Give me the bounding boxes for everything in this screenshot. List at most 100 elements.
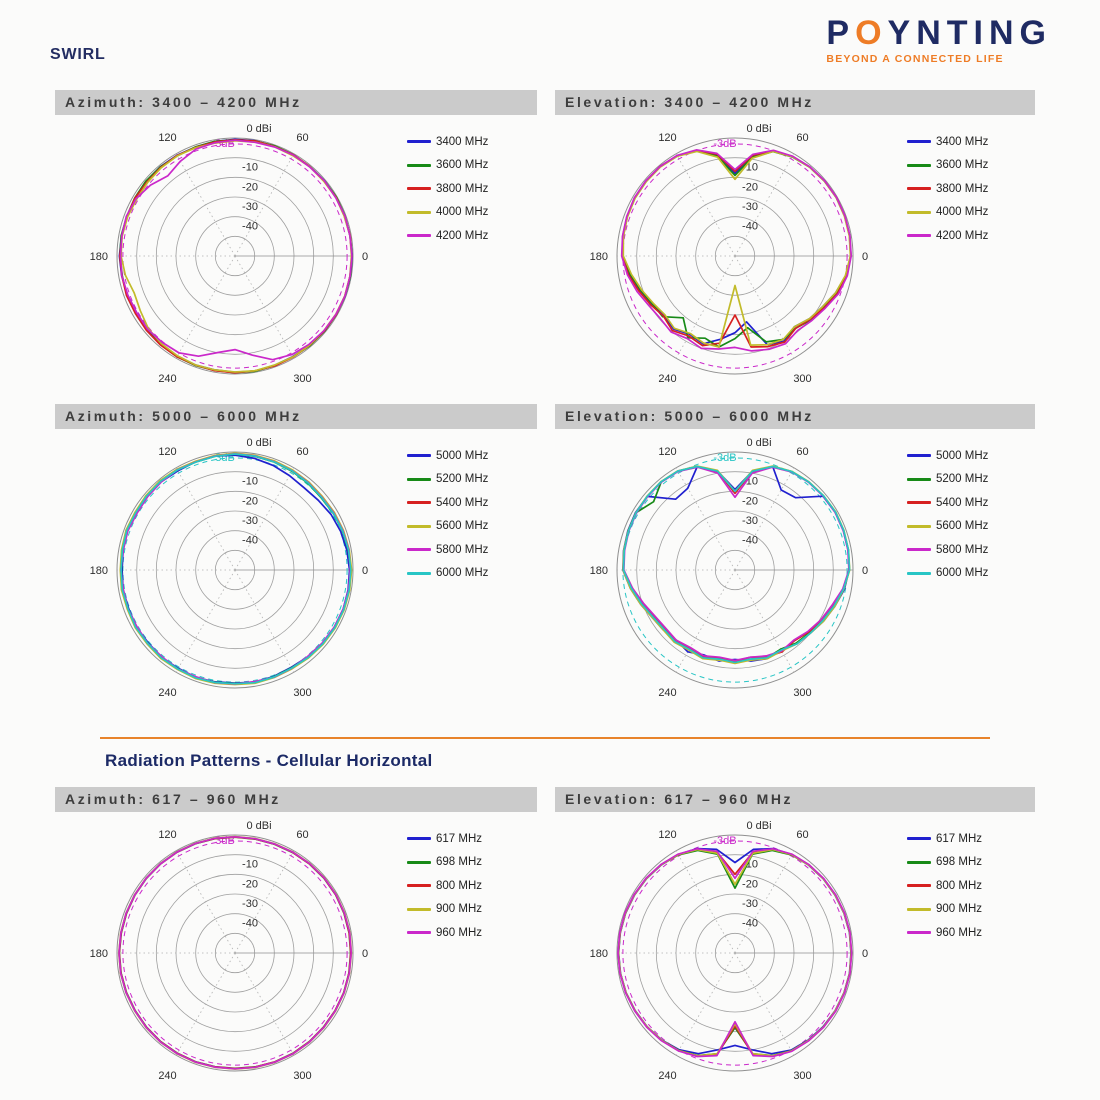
legend-label: 3800 MHz [936, 182, 989, 195]
radial-tick-label: -20 [742, 878, 758, 890]
polar-spoke [175, 952, 236, 1056]
angle-tick-label: 120 [158, 446, 176, 458]
angle-tick-label: 120 [158, 829, 176, 841]
legend-label: 960 MHz [936, 926, 983, 939]
angle-tick-label: 300 [293, 1070, 311, 1082]
legend-label: 4000 MHz [436, 206, 489, 219]
series-curve [120, 453, 352, 685]
radial-tick-label: -40 [742, 918, 758, 930]
radial-axis-label: 0 dBi [246, 820, 271, 832]
angle-tick-label: 0 [362, 251, 368, 263]
legend-item: 5400 MHz [407, 491, 488, 515]
polar-spoke [675, 569, 736, 673]
chart-block-elevation-5000-6000: Elevation: 5000 – 6000 MHz 0 60 120 180 240 3… [555, 404, 1035, 711]
chart-area: 0 60 120 180 240 300 0 dBi -10 -20 -30 -40 3dB 3400… [55, 115, 537, 397]
chart-block-azimuth-5000-6000: Azimuth: 5000 – 6000 MHz 0 60 120 180 240 300… [55, 404, 537, 711]
legend-item: 3800 MHz [907, 177, 988, 201]
polar-spoke [234, 569, 295, 673]
polar-spoke [234, 153, 295, 257]
angle-tick-label: 300 [793, 687, 811, 699]
angle-tick-label: 120 [158, 132, 176, 144]
section-heading: Radiation Patterns - Cellular Horizontal [105, 751, 433, 770]
legend-label: 800 MHz [436, 879, 483, 892]
legend-item: 3400 MHz [407, 130, 488, 154]
ref-3db-label: -3dB [713, 452, 736, 464]
legend-swatch [407, 860, 431, 864]
chart-title: Elevation: 3400 – 4200 MHz [555, 90, 1035, 115]
angle-tick-label: 60 [796, 132, 808, 144]
radial-axis-label: 0 dBi [746, 123, 771, 135]
chart-title: Azimuth: 3400 – 4200 MHz [55, 90, 537, 115]
radial-tick-label: -20 [242, 878, 258, 890]
legend-item: 960 MHz [407, 921, 482, 945]
ref-3db-label: -3dB [713, 138, 736, 150]
radial-tick-label: -10 [242, 162, 258, 174]
legend-item: 800 MHz [407, 874, 482, 898]
polar-spoke [675, 467, 736, 571]
series-curve [620, 149, 853, 352]
legend-label: 5000 MHz [936, 449, 989, 462]
angle-tick-label: 0 [362, 948, 368, 960]
angle-tick-label: 300 [293, 373, 311, 385]
chart-legend: 5000 MHz 5200 MHz 5400 MHz 5600 MHz 5800 MHz… [907, 429, 988, 711]
legend-swatch [907, 524, 931, 528]
angle-tick-label: 180 [590, 565, 608, 577]
angle-tick-label: 240 [658, 687, 676, 699]
legend-swatch [407, 187, 431, 191]
legend-label: 698 MHz [436, 856, 483, 869]
legend-item: 3600 MHz [907, 154, 988, 178]
legend-swatch [907, 860, 931, 864]
legend-swatch [907, 140, 931, 144]
legend-item: 4200 MHz [407, 224, 488, 248]
legend-swatch [907, 837, 931, 841]
chart-block-azimuth-3400-4200: Azimuth: 3400 – 4200 MHz 0 60 120 180 240 300… [55, 90, 537, 397]
angle-tick-label: 240 [158, 1070, 176, 1082]
chart-area: 0 60 120 180 240 300 0 dBi -10 -20 -30 -40 3dB 617 … [55, 812, 537, 1094]
angle-tick-label: 300 [293, 687, 311, 699]
legend-label: 5200 MHz [436, 473, 489, 486]
angle-tick-label: 240 [158, 687, 176, 699]
legend-item: 5600 MHz [907, 515, 988, 539]
angle-tick-label: 120 [658, 829, 676, 841]
polar-spoke [175, 850, 236, 954]
legend-item: 5800 MHz [407, 538, 488, 562]
legend-item: 4200 MHz [907, 224, 988, 248]
legend-swatch [407, 524, 431, 528]
legend-label: 3600 MHz [936, 159, 989, 172]
angle-tick-label: 240 [158, 373, 176, 385]
legend-item: 5400 MHz [907, 491, 988, 515]
radial-tick-label: -30 [742, 201, 758, 213]
legend-swatch [407, 931, 431, 935]
page-header: SWIRL POYNTING BEYOND A CONNECTED LIFE [0, 0, 1100, 90]
radial-tick-label: -40 [242, 918, 258, 930]
legend-label: 3800 MHz [436, 182, 489, 195]
legend-label: 3400 MHz [936, 135, 989, 148]
radial-tick-label: -10 [242, 476, 258, 488]
chart-row-1: Azimuth: 3400 – 4200 MHz 0 60 120 180 240 300… [55, 90, 1035, 397]
legend-label: 5600 MHz [436, 520, 489, 533]
polar-spoke [675, 952, 736, 1056]
angle-tick-label: 240 [658, 1070, 676, 1082]
angle-tick-label: 180 [90, 251, 108, 263]
legend-swatch [407, 163, 431, 167]
radial-axis-label: 0 dBi [746, 437, 771, 449]
legend-swatch [407, 210, 431, 214]
legend-label: 698 MHz [936, 856, 983, 869]
legend-label: 5400 MHz [436, 496, 489, 509]
radial-tick-label: -20 [742, 181, 758, 193]
chart-block-azimuth-617-960: Azimuth: 617 – 960 MHz 0 60 120 180 240 300 0 … [55, 787, 537, 1094]
chart-legend: 3400 MHz 3600 MHz 3800 MHz 4000 MHz 4200 MHz [907, 115, 988, 397]
legend-item: 5800 MHz [907, 538, 988, 562]
angle-tick-label: 300 [793, 373, 811, 385]
product-name: SWIRL [50, 46, 106, 63]
polar-spoke [675, 850, 736, 954]
logo-letter-p: P [826, 14, 856, 52]
series-curve [622, 465, 851, 664]
angle-tick-label: 240 [658, 373, 676, 385]
polar-spoke [734, 850, 795, 954]
legend-swatch [407, 884, 431, 888]
legend-item: 3800 MHz [407, 177, 488, 201]
